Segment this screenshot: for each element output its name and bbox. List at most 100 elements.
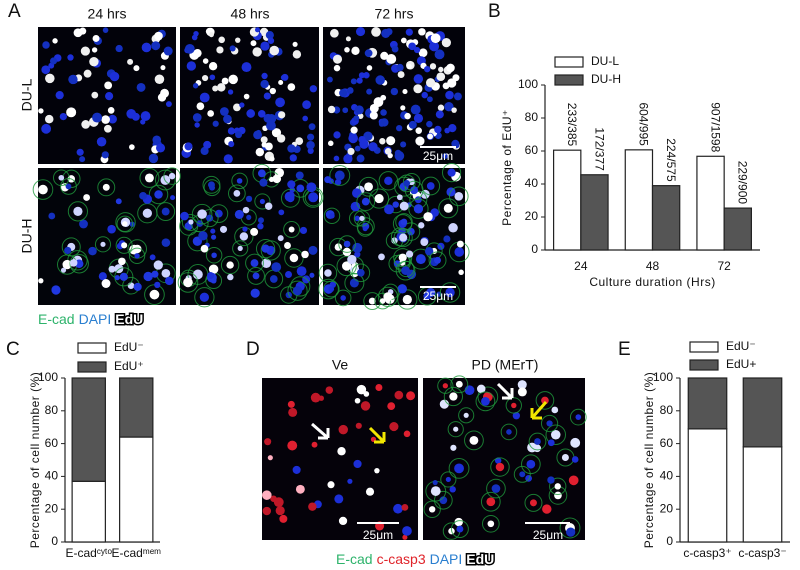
nucleus — [399, 201, 409, 211]
nucleus — [296, 184, 305, 193]
nucleus — [199, 92, 210, 103]
column-label: PD (MErT) — [472, 357, 539, 373]
nucleus — [356, 384, 367, 395]
nucleus — [287, 83, 296, 91]
nucleus — [405, 250, 414, 258]
nucleus — [141, 42, 152, 53]
nucleus — [239, 102, 245, 108]
nucleus — [129, 144, 135, 150]
bar-segment — [119, 436, 154, 543]
nucleus — [253, 130, 263, 140]
nucleus — [289, 253, 299, 263]
y-tick-label: 80 — [660, 403, 674, 417]
cell-membrane — [397, 289, 418, 310]
nucleus — [154, 190, 163, 199]
nucleus — [517, 387, 527, 397]
nucleus — [153, 260, 163, 270]
nucleus — [356, 154, 365, 163]
nucleus — [81, 120, 91, 129]
nucleus — [131, 112, 140, 121]
nucleus — [414, 196, 422, 204]
nucleus — [333, 155, 340, 162]
nucleus — [160, 65, 166, 71]
nucleus — [65, 183, 72, 190]
nucleus — [203, 140, 212, 149]
nucleus — [212, 85, 219, 92]
y-tick-label: 60 — [525, 143, 539, 157]
stain-legend: E-cad c-casp3 DAPI EdU — [336, 551, 494, 567]
nucleus — [374, 467, 380, 474]
nucleus — [148, 153, 159, 164]
nucleus — [389, 422, 399, 432]
cell-membrane — [448, 186, 469, 207]
cell-membrane — [338, 235, 356, 253]
nucleus — [486, 497, 496, 507]
nucleus — [269, 156, 275, 162]
nucleus — [363, 391, 370, 397]
nucleus — [357, 269, 365, 277]
nucleus — [211, 252, 217, 258]
nucleus — [80, 46, 90, 56]
legend-label: EdU⁻ — [114, 340, 144, 354]
nucleus — [250, 40, 257, 47]
nucleus — [354, 397, 361, 404]
nucleus — [534, 438, 541, 445]
cell-membrane — [148, 184, 169, 205]
cell-membrane — [115, 236, 133, 254]
nucleus — [450, 444, 457, 451]
bar — [723, 207, 753, 251]
nucleus — [250, 227, 259, 236]
nucleus — [266, 120, 276, 131]
nucleus — [353, 459, 362, 469]
charts: 0 20 40 60 80 100 Percentage of EdU⁺ Culture du… — [28, 54, 790, 560]
nucleus — [133, 65, 140, 72]
panel-label: C — [6, 339, 20, 360]
nucleus — [361, 197, 370, 206]
legend-swatch — [77, 361, 107, 373]
nucleus — [327, 481, 335, 489]
nucleus — [447, 78, 457, 88]
cell-membrane — [356, 217, 375, 236]
legend-swatch — [77, 342, 107, 354]
nucleus — [343, 240, 351, 248]
nucleus — [183, 277, 193, 288]
nucleus — [275, 506, 285, 516]
nucleus — [217, 83, 226, 92]
cell-membrane — [322, 280, 340, 298]
nucleus — [271, 128, 282, 138]
nucleus — [420, 238, 429, 246]
nucleus — [246, 109, 256, 118]
nucleus — [391, 45, 399, 53]
cell-membrane — [428, 251, 447, 270]
nucleus — [338, 424, 348, 435]
nucleus — [366, 88, 373, 95]
nucleus — [292, 465, 301, 474]
nucleus — [380, 94, 387, 101]
nucleus — [83, 69, 92, 78]
nucleus — [427, 96, 433, 103]
nucleus — [218, 36, 225, 44]
nucleus — [511, 402, 517, 409]
nucleus — [434, 49, 445, 60]
nucleus — [453, 92, 462, 101]
nucleus — [362, 226, 368, 232]
nucleus — [52, 38, 58, 44]
nucleus — [223, 154, 233, 164]
nucleus — [333, 64, 341, 72]
nucleus — [434, 125, 442, 134]
nucleus — [400, 218, 408, 226]
legend-label: DU-H — [591, 72, 621, 86]
y-tick-label: 40 — [525, 176, 539, 190]
nucleus — [104, 81, 113, 90]
nucleus — [334, 494, 344, 504]
nucleus — [438, 66, 444, 73]
nucleus — [454, 463, 464, 474]
y-tick-label: 100 — [653, 370, 673, 384]
arrow — [368, 426, 386, 444]
nucleus — [469, 435, 479, 445]
cell-membrane — [227, 184, 246, 203]
nucleus — [49, 57, 58, 65]
nucleus — [400, 37, 407, 44]
cell-membrane — [163, 167, 181, 185]
nucleus — [127, 282, 135, 290]
